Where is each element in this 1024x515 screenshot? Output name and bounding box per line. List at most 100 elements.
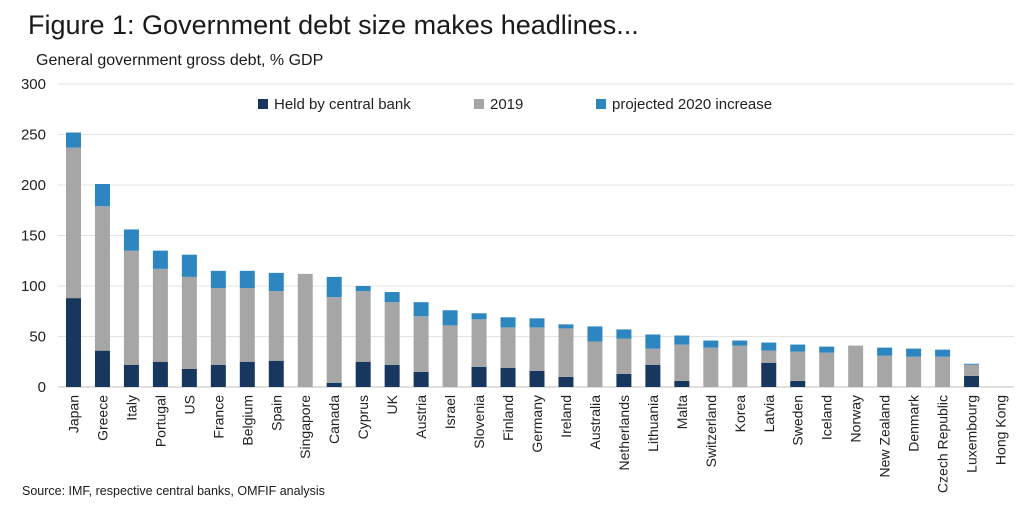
bar-segment xyxy=(65,132,81,148)
x-tick-label: Greece xyxy=(94,395,110,441)
x-tick-label: Korea xyxy=(732,395,748,433)
bar-segment xyxy=(123,364,139,387)
x-tick-label: Malta xyxy=(674,395,690,429)
bar-segment xyxy=(703,347,719,387)
bar-segment xyxy=(761,362,777,387)
x-tick-label: Czech Republic xyxy=(935,395,951,493)
bar-segment xyxy=(877,355,893,387)
bar-segment xyxy=(471,366,487,387)
bar-segment xyxy=(674,335,690,345)
x-tick-label: Portugal xyxy=(152,395,168,447)
legend-swatch xyxy=(596,99,606,109)
bar-segment xyxy=(500,317,516,328)
x-tick-label: US xyxy=(181,395,197,414)
x-tick-label: Latvia xyxy=(761,395,777,433)
bar-segment xyxy=(94,350,110,387)
bar-segment xyxy=(645,364,661,387)
bar-segment xyxy=(210,270,226,289)
x-tick-label: Lithuania xyxy=(645,395,661,452)
bar-segment xyxy=(384,292,400,303)
bar-segment xyxy=(384,302,400,365)
bar-segment xyxy=(326,382,342,387)
x-tick-label: Switzerland xyxy=(703,395,719,467)
bar-segment xyxy=(906,356,922,387)
x-tick-label: Sweden xyxy=(790,395,806,446)
y-tick-label: 0 xyxy=(38,379,46,396)
bar-segment xyxy=(500,327,516,368)
bar-segment xyxy=(529,318,545,328)
bar-segment xyxy=(500,367,516,387)
x-tick-label: Singapore xyxy=(297,395,313,459)
x-tick-label: Germany xyxy=(529,395,545,453)
bar-segment xyxy=(645,348,661,365)
x-tick-label: Canada xyxy=(326,395,342,444)
bar-segment xyxy=(413,371,429,387)
bar-segment xyxy=(587,341,603,387)
bar-segment xyxy=(355,291,371,362)
legend-label: 2019 xyxy=(490,96,523,113)
bar-segment xyxy=(94,206,110,351)
bar-segment xyxy=(587,326,603,342)
bar-segment xyxy=(819,352,835,387)
bar-segment xyxy=(239,288,255,362)
x-tick-label: Cyprus xyxy=(355,395,371,439)
bar-segment xyxy=(268,360,284,387)
bar-segment xyxy=(790,351,806,381)
bar-segment xyxy=(471,319,487,367)
bar-segment xyxy=(413,316,429,372)
bar-segment xyxy=(674,344,690,381)
x-tick-label: New Zealand xyxy=(877,395,893,478)
legend-label: Held by central bank xyxy=(274,96,411,113)
bar-segment xyxy=(616,338,632,374)
chart-subtitle: General government gross debt, % GDP xyxy=(36,52,324,69)
bar-segment xyxy=(442,325,458,387)
x-tick-label: UK xyxy=(384,394,400,414)
bar-segment xyxy=(384,364,400,387)
x-tick-label: Israel xyxy=(442,395,458,429)
bar-segment xyxy=(326,276,342,298)
bar-segment xyxy=(268,291,284,361)
bar-segment xyxy=(413,302,429,317)
bar-segment xyxy=(123,229,139,251)
bar-segment xyxy=(529,327,545,371)
bar-segment xyxy=(239,270,255,289)
bar-segment xyxy=(877,347,893,356)
bar-segment xyxy=(819,346,835,353)
bar-segment xyxy=(848,345,864,387)
bar-segment xyxy=(906,348,922,357)
bar-segment xyxy=(558,376,574,387)
bar-segment xyxy=(790,344,806,352)
bar-segment xyxy=(703,340,719,348)
bar-segment xyxy=(65,147,81,299)
legend-label: projected 2020 increase xyxy=(612,96,772,113)
y-tick-label: 150 xyxy=(21,228,46,245)
bar-segment xyxy=(674,380,690,387)
bar-segment xyxy=(65,298,81,387)
bar-segment xyxy=(616,329,632,339)
bar-segment xyxy=(94,183,110,207)
x-tick-label: Slovenia xyxy=(471,395,487,449)
y-tick-label: 50 xyxy=(29,329,46,346)
y-tick-label: 300 xyxy=(21,76,46,93)
bar-segment xyxy=(152,361,168,387)
bar-segment xyxy=(964,363,980,365)
bar-segment xyxy=(732,345,748,387)
bar-segment xyxy=(442,310,458,326)
bar-segment xyxy=(355,286,371,292)
x-tick-label: Japan xyxy=(65,395,81,433)
bar-segment xyxy=(210,288,226,365)
y-tick-label: 200 xyxy=(21,177,46,194)
bar-segment xyxy=(152,250,168,269)
x-tick-label: France xyxy=(210,395,226,439)
bar-segment xyxy=(529,370,545,387)
bar-segment xyxy=(297,273,313,387)
x-tick-label: Iceland xyxy=(819,395,835,440)
bar-segment xyxy=(181,368,197,387)
x-axis: Japan Greece Italy Portugal US France Belgium S… xyxy=(65,394,1008,493)
x-tick-label: Australia xyxy=(587,395,603,450)
y-axis: 0 50 100 150 200 250 300 xyxy=(21,76,46,396)
legend: Held by central bank 2019 projected 2020 i… xyxy=(258,96,772,113)
bar-segment xyxy=(935,356,951,387)
bars xyxy=(65,132,980,387)
